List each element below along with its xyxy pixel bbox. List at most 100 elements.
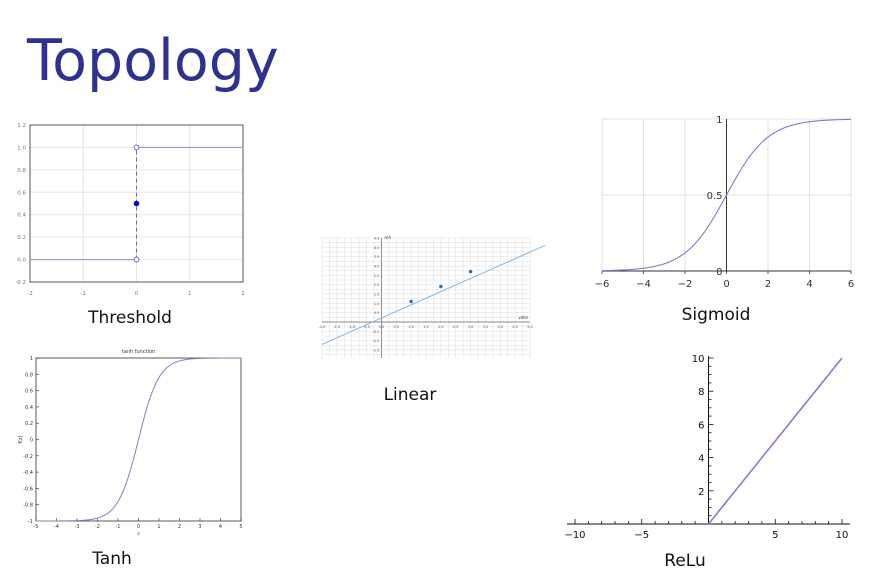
y-tick-label: 1.2 bbox=[17, 123, 26, 129]
x-tick-label: −6 bbox=[595, 279, 610, 290]
linear-line bbox=[321, 245, 546, 345]
linear-chart: -2.0 -1.5 -1.0 -0.5 0.0 0.5 1.0 1.5 2.0 2.5 3.0 3.5… bbox=[319, 235, 546, 358]
x-axis-label: volts bbox=[518, 315, 528, 320]
y-tick-label: 0 bbox=[716, 267, 722, 278]
x-tick-label: 3.5 bbox=[483, 325, 489, 329]
tanh-caption: Tanh bbox=[92, 549, 132, 569]
x-tick-label: 2 bbox=[765, 279, 771, 290]
y-tick-label: 1 bbox=[716, 115, 722, 126]
filled-point bbox=[133, 200, 140, 207]
x-tick-label: -1 bbox=[116, 524, 121, 530]
x-tick-label: 4 bbox=[219, 524, 222, 530]
y-tick-label: 4 bbox=[698, 454, 704, 465]
x-tick-label: 2.0 bbox=[438, 325, 444, 329]
sigmoid-caption: Sigmoid bbox=[681, 305, 751, 325]
y-tick-label: 2.5 bbox=[374, 274, 380, 278]
x-tick-label: 0 bbox=[137, 524, 140, 530]
y-tick-label: 0.5 bbox=[374, 311, 380, 315]
y-tick-label: 0.0 bbox=[17, 258, 26, 264]
x-tick-label: -5 bbox=[34, 524, 39, 530]
y-tick-label: 0.4 bbox=[25, 405, 33, 411]
x-tick-label: 3 bbox=[198, 524, 201, 530]
slide-title: Topology bbox=[27, 28, 279, 94]
y-tick-label: 2.0 bbox=[374, 283, 380, 287]
x-axis-label: z bbox=[137, 532, 140, 537]
x-tick-label: 4 bbox=[806, 279, 812, 290]
threshold-chart: -0.2 0.0 0.2 0.4 0.6 0.8 1.0 1.2 -2 -1 0 1 2 bbox=[15, 123, 244, 297]
y-tick-label: 4.0 bbox=[374, 246, 380, 250]
tanh-chart: tanh function -1 -0.8 -0.6 -0.4 -0.2 0 0.2 0.4 0.… bbox=[18, 349, 243, 537]
relu-chart: −10 −5 5 10 2 4 6 8 10 bbox=[564, 354, 850, 541]
x-tick-label: 2.5 bbox=[453, 325, 459, 329]
x-tick-label: 0.5 bbox=[393, 325, 399, 329]
y-tick-label: 0.8 bbox=[25, 372, 33, 378]
x-tick-label: -0.5 bbox=[363, 325, 370, 329]
x-tick-label: -2 bbox=[27, 291, 32, 297]
y-tick-label: -0.4 bbox=[23, 470, 33, 476]
x-tick-label: 5.0 bbox=[527, 325, 533, 329]
sigmoid-curve bbox=[601, 118, 852, 272]
y-tick-label: 0.6 bbox=[25, 389, 33, 395]
x-tick-label: -1.5 bbox=[333, 325, 340, 329]
y-tick-label: -0.8 bbox=[23, 503, 33, 509]
x-tick-label: 6 bbox=[848, 279, 854, 290]
y-tick-label: 3.0 bbox=[374, 265, 380, 269]
sigmoid-chart: −6 −4 −2 0 2 4 6 0 0.5 1 bbox=[595, 115, 855, 290]
x-tick-label: 1.0 bbox=[408, 325, 414, 329]
threshold-caption: Threshold bbox=[88, 308, 172, 328]
open-point bbox=[133, 144, 140, 151]
y-tick-label: -0.2 bbox=[23, 454, 33, 460]
y-tick-label: -1.5 bbox=[373, 349, 380, 353]
chart-title: tanh function bbox=[122, 349, 155, 355]
x-tick-label: -2.0 bbox=[319, 325, 326, 329]
x-tick-label: 0 bbox=[723, 279, 729, 290]
x-tick-label: 4.5 bbox=[512, 325, 518, 329]
y-tick-label: 0.4 bbox=[17, 213, 26, 219]
y-tick-label: 0.2 bbox=[17, 235, 26, 241]
x-tick-label: -1 bbox=[81, 291, 86, 297]
y-tick-label: -1.0 bbox=[373, 339, 380, 343]
x-tick-label: 1.5 bbox=[423, 325, 429, 329]
y-tick-label: 0 bbox=[30, 438, 33, 444]
y-axis-label: mA bbox=[384, 235, 391, 240]
y-tick-label: 1.5 bbox=[374, 293, 380, 297]
y-axis-label: f(z) bbox=[18, 435, 24, 443]
x-tick-label: −2 bbox=[678, 279, 693, 290]
y-tick-label: 10 bbox=[692, 354, 705, 365]
x-tick-label: -4 bbox=[54, 524, 59, 530]
y-tick-label: 6 bbox=[698, 420, 704, 431]
x-tick-label: 5 bbox=[239, 524, 242, 530]
x-tick-label: −5 bbox=[634, 530, 649, 541]
y-tick-label: -1 bbox=[28, 519, 33, 525]
data-point bbox=[409, 299, 413, 304]
linear-caption: Linear bbox=[383, 385, 437, 405]
y-tick-label: -0.5 bbox=[373, 330, 380, 334]
y-tick-label: 4.5 bbox=[374, 237, 380, 241]
x-tick-label: −4 bbox=[636, 279, 651, 290]
y-tick-label: 3.5 bbox=[374, 255, 380, 259]
y-tick-label: 0.8 bbox=[17, 168, 26, 174]
y-tick-label: 0.5 bbox=[707, 191, 723, 202]
data-point bbox=[439, 284, 443, 289]
x-tick-label: −10 bbox=[564, 530, 585, 541]
relu-line bbox=[707, 357, 843, 525]
y-tick-label: 0.2 bbox=[25, 421, 33, 427]
y-tick-label: 8 bbox=[698, 387, 704, 398]
x-tick-label: 0 bbox=[135, 291, 139, 297]
y-tick-label: -0.2 bbox=[15, 280, 26, 286]
x-tick-label: -3 bbox=[75, 524, 80, 530]
y-tick-label: 1 bbox=[30, 356, 33, 362]
x-tick-label: -2 bbox=[95, 524, 100, 530]
open-point bbox=[133, 256, 140, 263]
x-tick-label: 4.0 bbox=[497, 325, 503, 329]
x-tick-label: 10 bbox=[836, 530, 849, 541]
y-tick-label: 2 bbox=[698, 487, 704, 498]
x-tick-label: 1 bbox=[157, 524, 160, 530]
y-tick-label: 1.0 bbox=[17, 145, 26, 151]
x-tick-label: -1.0 bbox=[348, 325, 355, 329]
y-tick-label: -0.6 bbox=[23, 486, 33, 492]
x-tick-label: 2 bbox=[178, 524, 181, 530]
x-tick-label: 3.0 bbox=[468, 325, 474, 329]
y-tick-label: 1.0 bbox=[374, 302, 380, 306]
plot-frame bbox=[29, 124, 244, 283]
